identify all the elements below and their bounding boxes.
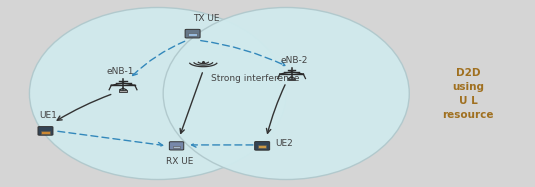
- FancyBboxPatch shape: [255, 142, 270, 150]
- Ellipse shape: [29, 7, 286, 180]
- Bar: [173, 145, 180, 148]
- FancyBboxPatch shape: [185, 29, 200, 38]
- Text: D2D
using
U L
resource: D2D using U L resource: [442, 68, 494, 119]
- Bar: [41, 131, 50, 134]
- Ellipse shape: [163, 7, 409, 180]
- FancyBboxPatch shape: [38, 127, 53, 135]
- Bar: [288, 79, 295, 80]
- FancyBboxPatch shape: [170, 142, 184, 150]
- Text: eNB-1: eNB-1: [106, 67, 134, 76]
- Text: UE2: UE2: [276, 140, 293, 148]
- Text: Strong interference: Strong interference: [211, 74, 300, 83]
- Text: TX UE: TX UE: [193, 14, 219, 23]
- Text: RX UE: RX UE: [165, 157, 193, 166]
- Bar: [188, 33, 197, 36]
- Text: eNB-2: eNB-2: [280, 56, 308, 65]
- Bar: [119, 90, 127, 92]
- Text: UE1: UE1: [39, 111, 57, 120]
- Bar: [258, 145, 266, 148]
